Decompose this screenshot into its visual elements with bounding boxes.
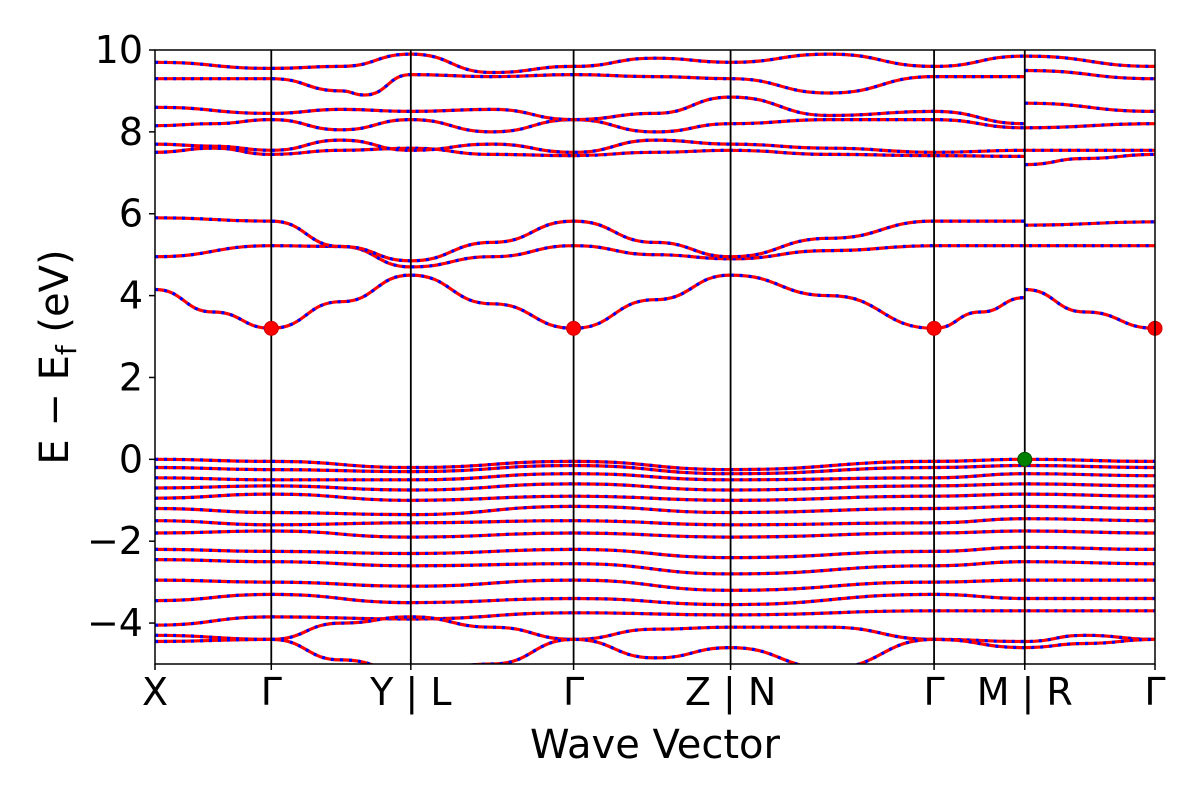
y-tick-label: −4 <box>87 601 143 645</box>
y-tick-label: 4 <box>119 274 143 318</box>
plot-frame <box>154 49 1156 665</box>
cbm-marker <box>926 320 942 336</box>
vbm-marker <box>1017 451 1033 467</box>
bands-layer <box>155 52 1155 664</box>
x-tick-label: Γ <box>923 670 944 714</box>
band-line-dashed <box>155 273 1155 330</box>
band-line <box>155 558 1155 576</box>
band-line <box>155 517 1155 527</box>
x-tick-label: Γ <box>1144 670 1165 714</box>
x-tick-label: Y | L <box>369 670 451 715</box>
y-tick-label: 2 <box>119 355 143 399</box>
band-line-dashed <box>155 578 1155 592</box>
y-axis-label-main: E − E <box>32 355 78 465</box>
kpoint-lines <box>270 50 1026 664</box>
band-line-dashed <box>155 615 1155 644</box>
y-axis-label: E − Ef (eV) <box>32 249 83 464</box>
band-line <box>155 472 1155 482</box>
x-tick-label: X <box>142 670 168 714</box>
band-line <box>155 492 1155 502</box>
band-line-dashed <box>155 609 1155 627</box>
y-axis-ticks: −4 −2 0 2 4 6 8 10 <box>87 28 155 645</box>
band-line <box>155 609 1155 627</box>
y-axis-label-unit: (eV) <box>32 249 78 345</box>
band-line <box>155 68 1155 97</box>
band-line <box>155 244 1155 269</box>
x-axis-label: Wave Vector <box>530 722 781 768</box>
band-line <box>155 592 1155 607</box>
band-line-dashed <box>155 482 1155 492</box>
band-line <box>155 482 1155 492</box>
y-axis-label-subscript: f <box>50 344 83 355</box>
band-line-dashed <box>155 592 1155 607</box>
band-line-dashed <box>155 545 1155 560</box>
band-line-dashed <box>155 117 1155 134</box>
band-line <box>155 504 1155 517</box>
band-line <box>155 578 1155 592</box>
y-tick-label: 6 <box>119 192 143 236</box>
band-line-dashed <box>155 68 1155 97</box>
band-line <box>155 52 1155 75</box>
band-line <box>155 545 1155 560</box>
x-tick-label: M | R <box>977 670 1073 715</box>
x-axis-ticks: X Γ Y | L Γ Z | N Γ M | R Γ <box>142 664 1166 715</box>
cbm-marker <box>566 320 582 336</box>
y-tick-label: 0 <box>119 437 143 481</box>
band-line <box>155 637 1155 664</box>
band-line-dashed <box>155 504 1155 517</box>
band-line-dashed <box>155 463 1155 476</box>
x-tick-label: Γ <box>563 670 584 714</box>
x-tick-label: Γ <box>261 670 282 714</box>
band-line-dashed <box>155 457 1155 472</box>
y-tick-label: 8 <box>119 110 143 154</box>
band-edge-markers <box>263 320 1163 467</box>
y-tick-label: −2 <box>87 519 143 563</box>
band-line-dashed <box>155 95 1155 126</box>
x-tick-label: Z | N <box>685 670 776 715</box>
band-line-dashed <box>155 558 1155 576</box>
band-line-dashed <box>155 138 1155 154</box>
cbm-marker <box>263 320 279 336</box>
band-line <box>155 95 1155 126</box>
band-line <box>155 529 1155 539</box>
band-line-dashed <box>155 637 1155 664</box>
band-line-dashed <box>155 517 1155 527</box>
y-tick-label: 10 <box>95 28 143 72</box>
band-line-dashed <box>155 146 1155 167</box>
band-line-dashed <box>155 529 1155 539</box>
band-line-dashed <box>155 492 1155 502</box>
band-line-dashed <box>155 472 1155 482</box>
